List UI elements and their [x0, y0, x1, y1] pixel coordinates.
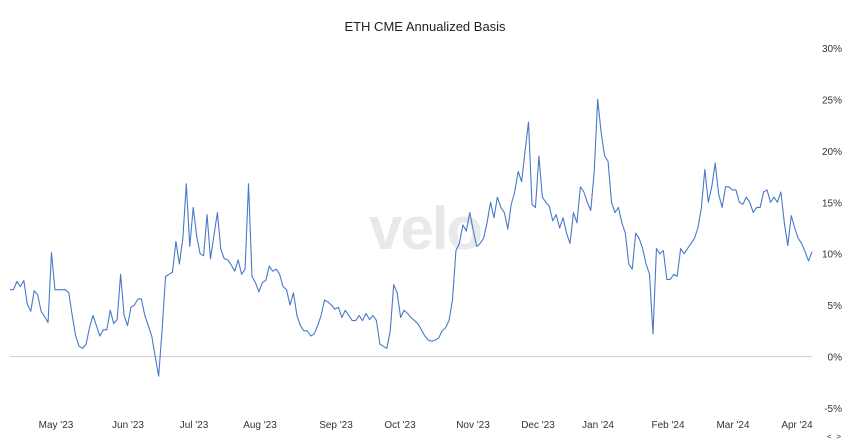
x-tick-label: Oct '23: [384, 420, 416, 431]
x-tick-label: May '23: [39, 420, 74, 431]
series-group: [10, 98, 813, 377]
x-tick-label: Feb '24: [651, 420, 684, 431]
y-tick-label: 5%: [828, 301, 843, 312]
x-tick-label: Aug '23: [243, 420, 277, 431]
y-tick-label: 30%: [822, 44, 842, 55]
y-tick-label: 10%: [822, 250, 842, 261]
y-axis: -5% 0% 5% 10% 15% 20% 25% 30%: [822, 44, 842, 415]
x-tick-label: Jul '23: [180, 420, 209, 431]
y-tick-label: 25%: [822, 95, 842, 106]
y-tick-label: 15%: [822, 198, 842, 209]
x-tick-label: Nov '23: [456, 420, 490, 431]
chart-title: ETH CME Annualized Basis: [344, 19, 506, 34]
x-tick-label: Mar '24: [716, 420, 749, 431]
y-tick-label: -5%: [824, 404, 842, 415]
chart-nav-arrows[interactable]: < >: [827, 432, 842, 441]
x-tick-label: Sep '23: [319, 420, 353, 431]
series-line: [10, 98, 813, 377]
y-tick-label: 0%: [828, 353, 843, 364]
x-axis: May '23 Jun '23 Jul '23 Aug '23 Sep '23 Oct '…: [39, 420, 813, 431]
x-tick-label: Jun '23: [112, 420, 144, 431]
y-tick-label: 20%: [822, 147, 842, 158]
x-tick-label: Dec '23: [521, 420, 555, 431]
x-tick-label: Jan '24: [582, 420, 614, 431]
x-tick-label: Apr '24: [781, 420, 813, 431]
